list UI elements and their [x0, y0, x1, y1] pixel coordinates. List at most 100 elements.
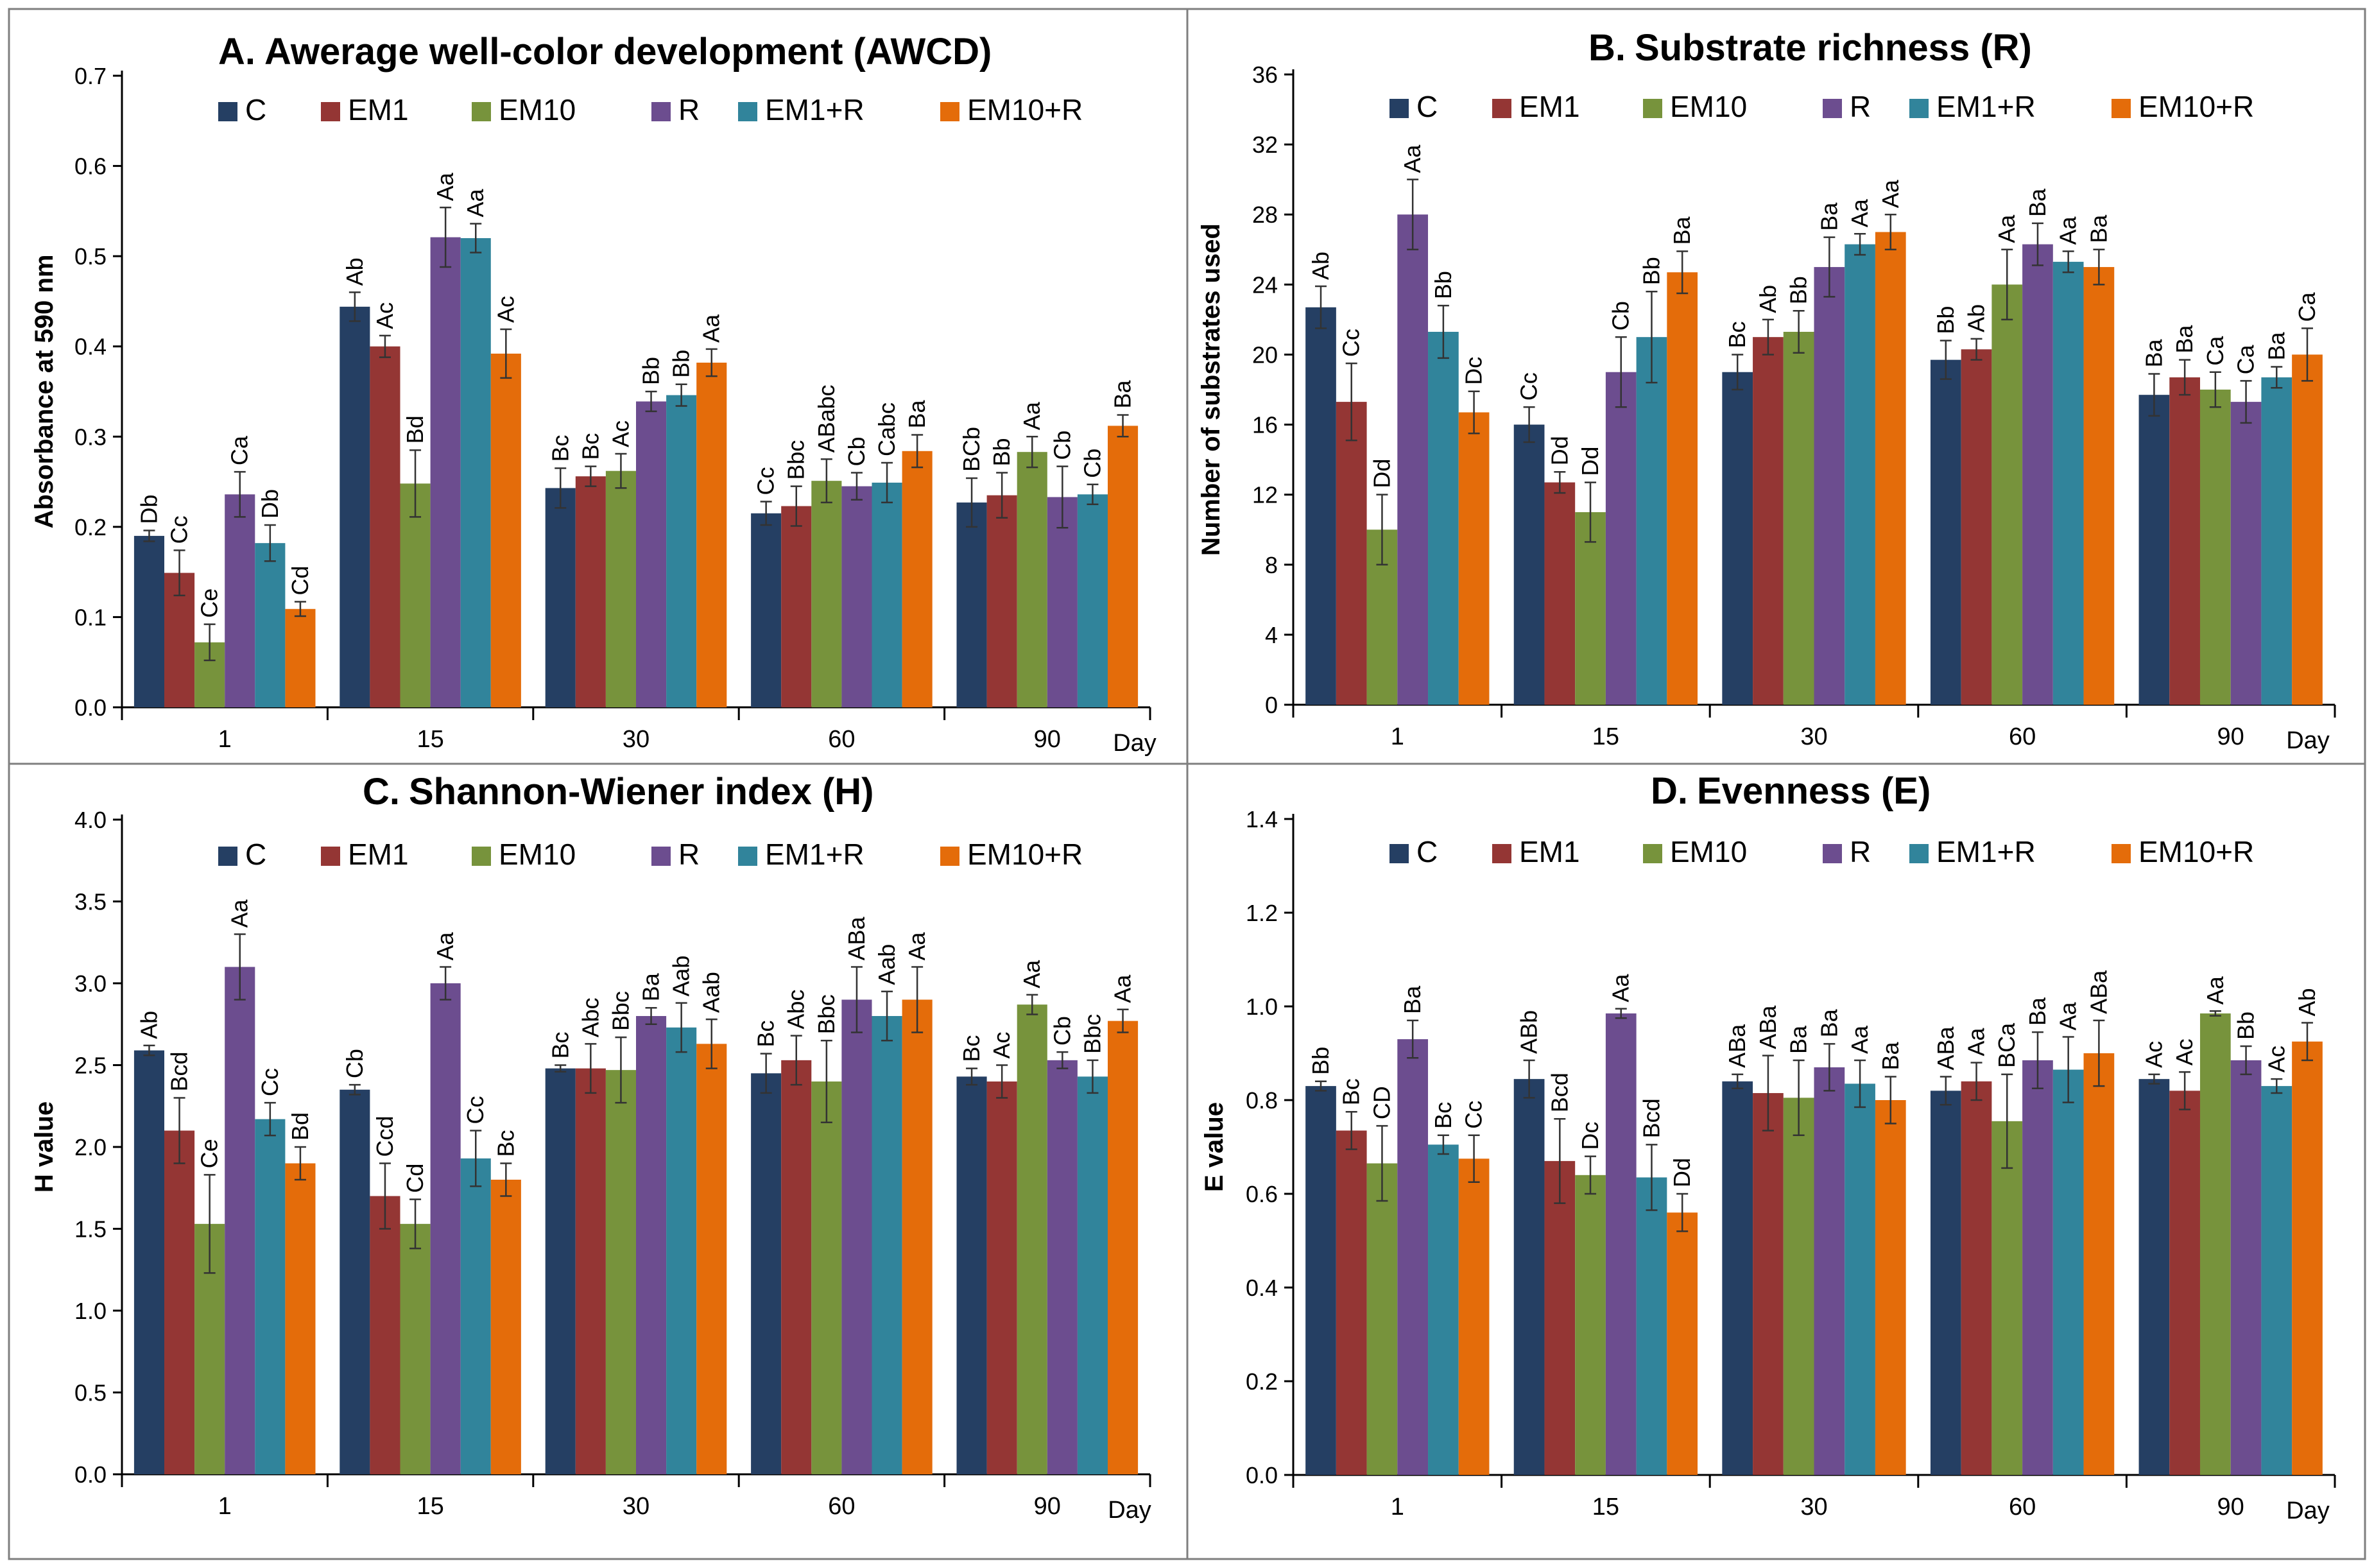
panel-title-text: Awerage well-color development (AWCD): [264, 31, 992, 73]
panel-letter: A.: [218, 31, 255, 73]
data-label: Bb: [1638, 257, 1664, 285]
y-tick-label: 1.0: [74, 1298, 107, 1324]
data-label: Ce: [196, 1139, 223, 1168]
bar-em1-day-30: [575, 1068, 606, 1474]
bar-em10-day-30: [605, 1070, 636, 1474]
bar-em1-plus-r-day-15: [1636, 337, 1667, 705]
data-label: Cb: [1049, 1016, 1075, 1046]
data-label: Db: [257, 489, 283, 519]
y-tick-label: 36: [1252, 62, 1278, 88]
legend-swatch: [1492, 844, 1511, 863]
bar-em1-day-1: [1336, 402, 1367, 705]
data-label: Dd: [1577, 447, 1603, 476]
data-label: Ba: [1669, 216, 1695, 245]
panel-letter: C.: [363, 771, 400, 813]
data-label: Cc: [753, 467, 779, 495]
y-tick-label: 4.0: [74, 807, 107, 833]
bar-em1-plus-r-day-30: [666, 1027, 697, 1474]
data-label: Bd: [287, 1112, 313, 1141]
y-tick-label: 3.5: [74, 889, 107, 915]
panel-title-text: Evenness (E): [1697, 770, 1931, 812]
legend-swatch: [1643, 99, 1662, 118]
panel-title-text: Substrate richness (R): [1635, 27, 2032, 69]
y-tick-label: 0.5: [74, 243, 107, 270]
bar-r-day-30: [1814, 1067, 1845, 1475]
bar-em10-day-90: [2199, 1013, 2231, 1475]
data-label: Dd: [1368, 459, 1395, 488]
data-label: ABa: [2085, 970, 2112, 1014]
chart-panels: A. Awerage well-color development (AWCD) 0…: [9, 9, 2365, 1559]
data-label: Bb: [638, 357, 664, 385]
data-label: Bb: [668, 350, 694, 378]
bar-c-day-30: [1722, 372, 1753, 705]
bar-r-day-60: [841, 486, 872, 707]
bar-em10-day-90: [1017, 452, 1047, 707]
data-label: Abc: [783, 990, 809, 1030]
legend-swatch: [1909, 844, 1929, 863]
bar-em10-day-60: [1991, 1121, 2023, 1475]
panel-letter: D.: [1651, 770, 1688, 812]
bar-r-day-1: [1397, 1039, 1429, 1475]
data-label: Ac: [372, 302, 398, 329]
data-label: Bbc: [813, 994, 839, 1034]
bar-em10-day-90: [2199, 390, 2231, 705]
data-label: Ac: [2263, 1046, 2289, 1073]
y-tick-label: 0.6: [74, 153, 107, 180]
y-tick-label: 0.1: [74, 604, 107, 630]
bar-c-day-60: [751, 1073, 782, 1474]
x-axis-label: Day: [2286, 1497, 2330, 1524]
legend-label: EM10+R: [2138, 835, 2254, 868]
bar-c-day-60: [1930, 359, 1961, 705]
legend-label: R: [1850, 90, 1871, 123]
bar-em1-plus-r-day-30: [1845, 1083, 1875, 1475]
data-label: Ba: [638, 972, 664, 1001]
bar-c-day-30: [545, 488, 576, 707]
chart-panel-4: D. Evenness (E) 0.0 0.2 0.4 0.6 0.8 1.0 1.2 1.4 E …: [1200, 770, 2336, 1524]
chart-panel-2: B. Substrate richness (R) 0 4 8 12 16 20 24 28 32 3…: [1197, 27, 2336, 754]
y-tick-label: 0.4: [1246, 1275, 1278, 1301]
data-label: Ba: [1110, 380, 1136, 409]
bar-r-day-15: [1605, 372, 1637, 705]
data-label: Aa: [432, 931, 458, 960]
y-axis-label: E value: [1200, 1102, 1228, 1192]
legend-label: EM1+R: [1936, 90, 2036, 123]
data-label: Aa: [462, 189, 488, 218]
x-tick-label: 60: [828, 1493, 855, 1520]
data-label: Ba: [2024, 997, 2051, 1026]
bar-em1-plus-r-day-90: [1077, 494, 1108, 707]
data-label: Bb: [988, 438, 1015, 466]
data-label: Dc: [1461, 357, 1487, 385]
data-label: Aa: [2202, 976, 2228, 1004]
data-label: Ba: [2085, 214, 2112, 243]
y-tick-label: 1.2: [1246, 900, 1278, 926]
bar-em1-plus-r-day-90: [2261, 1086, 2292, 1475]
legend-label: EM1+R: [1936, 835, 2036, 868]
data-label: Ba: [904, 399, 930, 428]
bar-em1-day-30: [1753, 337, 1784, 705]
y-axis-label: Absorbance at 590 nm: [30, 255, 58, 529]
bar-c-day-15: [340, 1089, 370, 1474]
y-tick-label: 0.3: [74, 424, 107, 450]
data-label: Ab: [1755, 285, 1781, 313]
bar-em10-plus-r-day-1: [285, 1163, 316, 1474]
x-tick-label: 60: [2009, 1494, 2036, 1521]
data-label: Bb: [1932, 306, 1959, 334]
y-tick-label: 0.2: [1246, 1368, 1278, 1395]
bar-em1-day-15: [370, 346, 400, 707]
data-label: Bc: [547, 435, 573, 461]
x-tick-label: 90: [2217, 1494, 2244, 1521]
y-tick-label: 0.2: [74, 514, 107, 540]
data-label: Bcd: [1546, 1073, 1572, 1112]
legend-label: C: [245, 838, 266, 871]
legend-swatch: [1492, 99, 1511, 118]
data-label: Cc: [462, 1096, 488, 1124]
y-tick-label: 0.8: [1246, 1087, 1278, 1114]
bar-r-day-1: [1397, 214, 1429, 705]
y-tick-label: 1.4: [1246, 806, 1278, 832]
bar-em1-plus-r-day-60: [2052, 1069, 2084, 1475]
bar-em1-plus-r-day-60: [872, 482, 902, 707]
legend-swatch: [321, 847, 340, 866]
bar-r-day-90: [2230, 1060, 2262, 1475]
data-label: Ab: [135, 1011, 162, 1039]
